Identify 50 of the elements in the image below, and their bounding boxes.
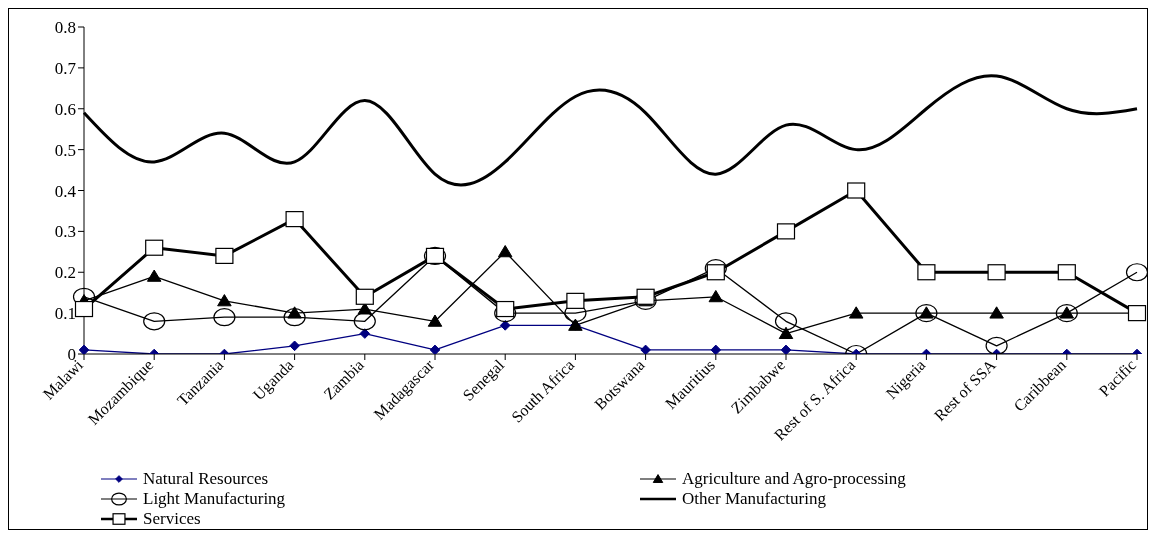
point: [566, 292, 585, 309]
y-tick-label: 0.5: [54, 140, 76, 160]
point: [640, 344, 651, 354]
point: [146, 269, 162, 282]
point: [989, 306, 1004, 319]
y-tick-label: 0.2: [54, 263, 76, 283]
y-tick-label: 0.8: [54, 18, 76, 38]
point: [774, 312, 798, 331]
point: [776, 223, 796, 240]
point: [708, 289, 724, 303]
point: [213, 308, 236, 327]
legend-label: Light Manufacturing: [143, 489, 286, 509]
point: [917, 264, 936, 281]
point: [706, 264, 725, 281]
point: [289, 340, 300, 352]
point: [497, 245, 513, 258]
point: [285, 211, 304, 228]
point: [985, 336, 1008, 354]
point: [145, 239, 164, 256]
legend-label: Services: [143, 509, 201, 529]
point: [429, 344, 441, 354]
point: [987, 264, 1006, 281]
point: [74, 300, 94, 318]
point: [1057, 264, 1076, 281]
point: [215, 247, 234, 264]
legend-label: Natural Resources: [143, 469, 269, 489]
point: [499, 320, 511, 331]
legend-label: Agriculture and Agro-processing: [682, 469, 906, 489]
point: [778, 326, 794, 340]
point: [848, 306, 864, 319]
point: [143, 312, 166, 331]
point: [710, 344, 722, 354]
point: [780, 344, 792, 354]
point: [217, 294, 232, 307]
point: [359, 328, 371, 339]
y-tick-label: 0.3: [54, 222, 76, 242]
y-tick-label: 0.7: [54, 58, 77, 78]
point: [427, 314, 443, 327]
point: [355, 288, 374, 305]
legend-label: Other Manufacturing: [682, 489, 826, 509]
x-tick-label: Rest of SSA: [930, 355, 1000, 425]
point: [353, 312, 376, 331]
y-tick-label: 0.6: [54, 99, 76, 119]
point: [283, 308, 306, 327]
y-tick-label: 0.1: [54, 304, 76, 324]
point: [496, 300, 515, 318]
point: [1125, 263, 1147, 282]
point: [847, 182, 866, 199]
point: [636, 288, 655, 305]
y-tick-label: 0.4: [54, 181, 77, 201]
